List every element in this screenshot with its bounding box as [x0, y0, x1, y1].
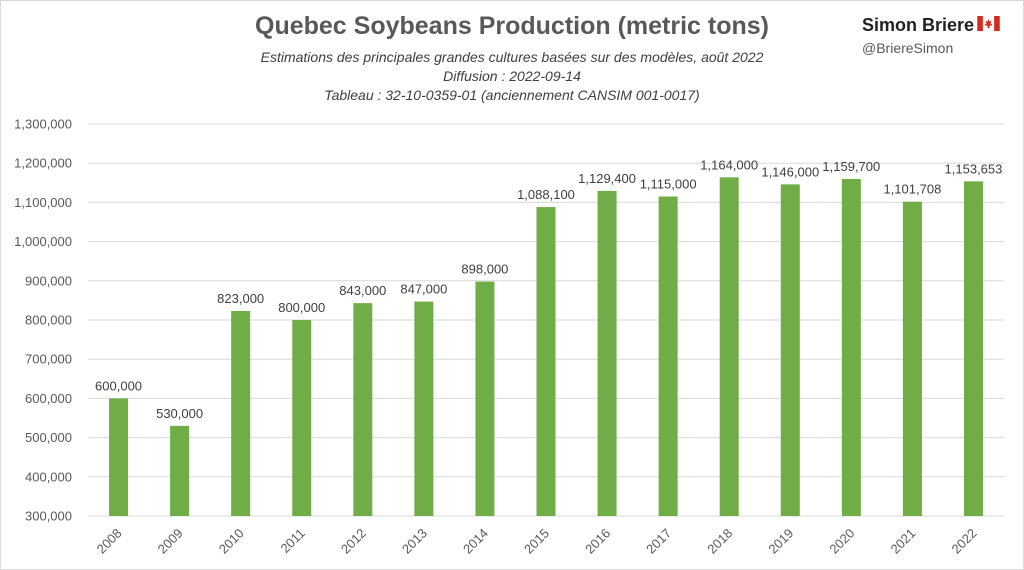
- y-tick-label: 900,000: [25, 273, 72, 288]
- x-tick-label: 2017: [643, 526, 674, 557]
- x-tick-label: 2011: [277, 526, 307, 556]
- x-tick-label: 2010: [216, 526, 247, 557]
- bars: [109, 177, 983, 517]
- chart-subtitle: Estimations des principales grandes cult…: [260, 49, 764, 65]
- data-label: 847,000: [400, 282, 447, 297]
- x-tick-label: 2018: [704, 526, 735, 557]
- y-tick-label: 1,200,000: [14, 156, 72, 171]
- bar: [353, 303, 373, 516]
- bar: [597, 190, 617, 517]
- data-label: 1,101,708: [883, 182, 941, 197]
- bar: [780, 184, 800, 517]
- chart-title: Quebec Soybeans Production (metric tons): [255, 12, 769, 40]
- x-axis-ticks: 2008 2009 2010 2011 2012 2013 2014 2015 2016 2017…: [94, 526, 980, 557]
- x-tick-label: 2009: [155, 526, 186, 557]
- x-tick-label: 2015: [521, 526, 552, 557]
- bar: [963, 181, 983, 516]
- y-tick-label: 1,300,000: [14, 117, 72, 132]
- data-label: 823,000: [217, 291, 264, 306]
- data-label: 1,164,000: [700, 157, 758, 172]
- x-tick-label: 2019: [765, 526, 796, 557]
- chart-release-date: Diffusion : 2022-09-14: [443, 68, 581, 84]
- x-tick-label: 2016: [582, 526, 613, 557]
- y-tick-label: 700,000: [25, 352, 72, 367]
- bar: [719, 177, 739, 516]
- bar: [902, 201, 922, 516]
- x-tick-label: 2012: [338, 526, 369, 557]
- x-tick-label: 2014: [460, 526, 491, 557]
- author-name: Simon Briere: [862, 15, 975, 35]
- bar: [109, 398, 129, 516]
- data-labels: 600,000 530,000 823,000 800,000 843,000 847,0…: [95, 157, 1002, 421]
- bar: [658, 196, 678, 516]
- y-tick-label: 1,000,000: [14, 234, 72, 249]
- x-tick-label: 2020: [826, 526, 857, 557]
- x-tick-label: 2013: [399, 526, 430, 557]
- x-tick-label: 2022: [949, 526, 980, 557]
- data-label: 1,115,000: [640, 177, 697, 192]
- canada-flag-icon: [977, 16, 1000, 31]
- y-tick-label: 600,000: [25, 391, 72, 406]
- bar: [231, 310, 251, 516]
- y-axis-ticks: 300,000 400,000 500,000 600,000 700,000 800,0…: [14, 117, 72, 524]
- y-tick-label: 800,000: [25, 313, 72, 328]
- data-label: 1,088,100: [517, 187, 575, 202]
- bar: [536, 207, 556, 516]
- bar: [292, 320, 312, 516]
- y-tick-label: 300,000: [25, 509, 72, 524]
- bar: [414, 301, 434, 516]
- data-label: 1,146,000: [761, 164, 819, 179]
- y-tick-label: 400,000: [25, 469, 72, 484]
- author-handle: @BriereSimon: [862, 40, 954, 56]
- y-tick-label: 500,000: [25, 430, 72, 445]
- x-tick-label: 2008: [94, 526, 125, 557]
- data-label: 530,000: [156, 406, 203, 421]
- bar: [841, 178, 861, 516]
- data-label: 1,129,400: [578, 171, 636, 186]
- data-label: 898,000: [461, 262, 508, 277]
- bar: [170, 425, 190, 516]
- x-tick-label: 2021: [887, 526, 918, 557]
- y-tick-label: 1,100,000: [14, 195, 72, 210]
- data-label: 1,153,653: [945, 161, 1003, 176]
- data-label: 600,000: [95, 378, 142, 393]
- bar: [475, 281, 495, 516]
- data-label: 1,159,700: [822, 159, 880, 174]
- chart-source-table: Tableau : 32-10-0359-01 (anciennement CA…: [324, 87, 700, 103]
- data-label: 800,000: [278, 300, 325, 315]
- data-label: 843,000: [339, 283, 386, 298]
